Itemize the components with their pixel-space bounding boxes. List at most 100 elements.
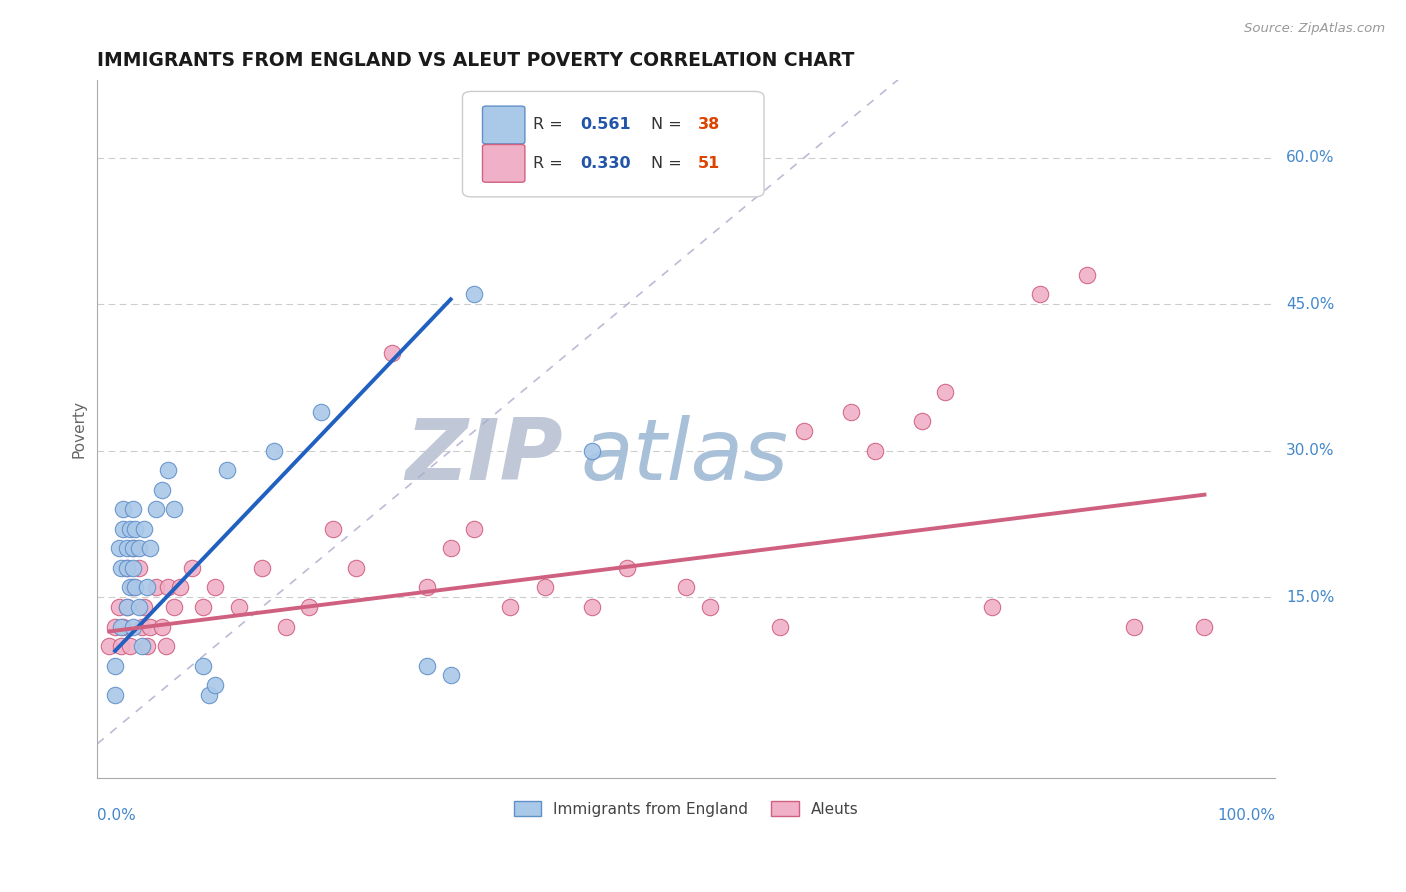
Point [198, 688, 221, 702]
Point [120, 639, 142, 653]
Y-axis label: Poverty: Poverty [72, 400, 86, 458]
Point [128, 541, 150, 556]
Point [1076, 268, 1098, 282]
Text: 15.0%: 15.0% [1286, 590, 1334, 605]
Point [463, 287, 485, 301]
Point [298, 599, 321, 614]
Point [150, 619, 173, 633]
Point [204, 678, 226, 692]
Point [134, 522, 156, 536]
Text: 0.0%: 0.0% [97, 808, 136, 823]
Point [115, 561, 138, 575]
Point [163, 502, 186, 516]
Point [98, 639, 121, 653]
Text: R =: R = [533, 156, 568, 171]
Point [346, 561, 368, 575]
Point [121, 561, 143, 575]
Point [128, 599, 150, 614]
Text: ZIP: ZIP [405, 415, 562, 498]
Point [135, 639, 157, 653]
Point [128, 561, 150, 575]
Text: 45.0%: 45.0% [1286, 297, 1334, 311]
Point [121, 581, 143, 595]
Point [135, 581, 157, 595]
Point [193, 658, 215, 673]
Point [115, 541, 138, 556]
Text: 60.0%: 60.0% [1286, 150, 1334, 165]
Point [498, 599, 520, 614]
Point [180, 561, 202, 575]
Point [107, 599, 129, 614]
Point [274, 619, 297, 633]
Point [131, 639, 153, 653]
Point [112, 502, 135, 516]
Point [1028, 287, 1050, 301]
Point [322, 522, 344, 536]
Point [107, 541, 129, 556]
Text: 0.330: 0.330 [581, 156, 631, 171]
Text: R =: R = [533, 118, 568, 133]
Point [139, 619, 162, 633]
Point [104, 688, 127, 702]
Point [1122, 619, 1144, 633]
Point [104, 658, 127, 673]
Point [115, 599, 138, 614]
Point [120, 522, 142, 536]
Point [193, 599, 215, 614]
Text: IMMIGRANTS FROM ENGLAND VS ALEUT POVERTY CORRELATION CHART: IMMIGRANTS FROM ENGLAND VS ALEUT POVERTY… [97, 51, 855, 70]
Point [110, 639, 132, 653]
Point [440, 668, 463, 682]
Point [309, 404, 332, 418]
Point [839, 404, 862, 418]
Point [440, 541, 463, 556]
Point [121, 619, 143, 633]
Point [675, 581, 697, 595]
Point [793, 424, 815, 438]
Point [110, 619, 132, 633]
Point [131, 619, 153, 633]
Point [104, 619, 127, 633]
Point [699, 599, 721, 614]
FancyBboxPatch shape [463, 92, 763, 197]
Point [157, 581, 180, 595]
Text: 30.0%: 30.0% [1286, 443, 1334, 458]
Point [112, 522, 135, 536]
Point [120, 581, 142, 595]
Point [252, 561, 274, 575]
Point [155, 639, 177, 653]
Legend: Immigrants from England, Aleuts: Immigrants from England, Aleuts [508, 795, 865, 822]
Point [134, 599, 156, 614]
Text: Source: ZipAtlas.com: Source: ZipAtlas.com [1244, 22, 1385, 36]
Point [204, 581, 226, 595]
Point [124, 581, 146, 595]
Point [115, 599, 138, 614]
Point [169, 581, 191, 595]
Point [416, 581, 439, 595]
Point [911, 414, 934, 428]
Point [581, 599, 603, 614]
Point [121, 502, 143, 516]
Point [124, 522, 146, 536]
Point [863, 443, 886, 458]
Text: atlas: atlas [581, 415, 789, 498]
Point [121, 541, 143, 556]
Point [150, 483, 173, 497]
Point [139, 541, 162, 556]
Text: 0.561: 0.561 [581, 118, 631, 133]
Point [1194, 619, 1216, 633]
Point [110, 561, 132, 575]
Point [381, 346, 404, 360]
Point [145, 581, 167, 595]
Point [616, 561, 638, 575]
Text: 51: 51 [697, 156, 720, 171]
Text: N =: N = [651, 156, 686, 171]
Point [463, 522, 485, 536]
Point [115, 561, 138, 575]
Point [534, 581, 557, 595]
Point [112, 619, 135, 633]
Point [157, 463, 180, 477]
Point [981, 599, 1004, 614]
Text: 38: 38 [697, 118, 720, 133]
Point [416, 658, 439, 673]
Point [228, 599, 250, 614]
